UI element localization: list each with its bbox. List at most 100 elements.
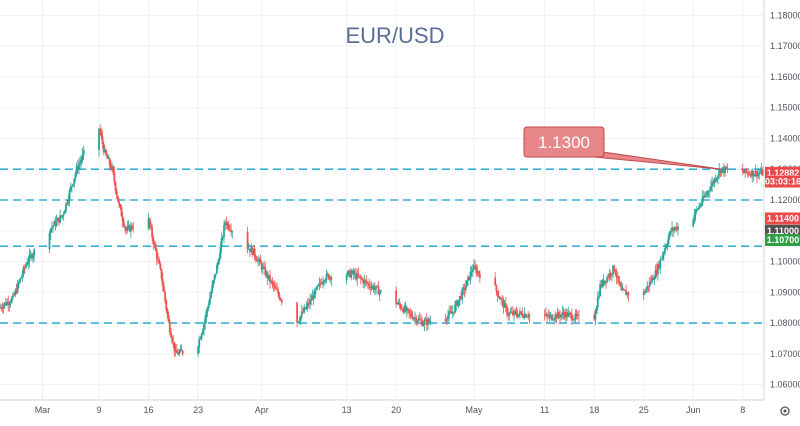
candle: [560, 314, 563, 321]
candle: [351, 269, 354, 275]
candle: [378, 289, 381, 301]
callout-box: [523, 126, 605, 158]
candle: [447, 309, 449, 323]
candle: [357, 267, 360, 278]
candle: [508, 311, 511, 321]
candle: [80, 156, 83, 167]
y-tick-label: 1.18000: [770, 10, 800, 20]
candle: [522, 314, 525, 319]
candle: [118, 198, 120, 209]
candle: [756, 170, 758, 183]
candle: [204, 314, 207, 330]
candle: [113, 166, 116, 187]
candle: [178, 349, 181, 357]
candle: [660, 258, 663, 260]
candle: [602, 274, 605, 288]
candle: [219, 241, 222, 260]
candle: [646, 281, 649, 293]
candle: [82, 145, 85, 160]
candle: [279, 297, 282, 302]
candle: [450, 305, 453, 314]
candle: [642, 288, 645, 301]
candle: [50, 221, 53, 233]
price-tag: 1.11000: [765, 224, 800, 237]
candle: [611, 273, 613, 282]
candle: [659, 256, 662, 274]
candle: [305, 301, 308, 311]
candle: [752, 170, 755, 182]
candle: [260, 261, 263, 273]
candle: [527, 310, 530, 321]
candle: [8, 300, 11, 312]
candle: [760, 163, 763, 176]
candle: [649, 275, 652, 285]
candle: [262, 262, 264, 275]
candle: [750, 169, 752, 179]
candle: [366, 281, 369, 290]
candle: [468, 276, 471, 282]
candle: [2, 303, 5, 314]
candle: [698, 202, 701, 210]
candle: [362, 277, 365, 288]
candle: [668, 230, 671, 240]
candle: [748, 170, 751, 176]
candle: [316, 285, 319, 291]
candles[interactable]: [0, 124, 764, 358]
x-tick-label: 8: [740, 405, 745, 415]
candle: [15, 283, 18, 295]
candle: [26, 258, 29, 266]
candle: [125, 226, 128, 236]
candle: [216, 262, 218, 274]
candle: [150, 220, 152, 230]
candle: [273, 280, 276, 292]
candle: [59, 209, 62, 224]
candle: [105, 148, 108, 157]
candle: [356, 269, 359, 286]
candle: [249, 248, 251, 258]
candle: [324, 277, 327, 284]
candle: [409, 307, 412, 320]
candle: [410, 309, 413, 319]
candle: [645, 287, 647, 294]
candle: [403, 303, 406, 314]
candle: [454, 300, 456, 314]
candle: [594, 309, 597, 325]
candle: [448, 305, 451, 322]
candle: [201, 327, 204, 335]
candle: [14, 287, 17, 298]
candle: [548, 311, 551, 322]
candle: [477, 270, 480, 277]
chart-title: EUR/USD: [345, 23, 444, 48]
candle: [528, 313, 531, 324]
candle: [63, 209, 66, 214]
candle: [300, 305, 303, 319]
candle: [161, 272, 164, 292]
candle: [543, 309, 546, 321]
candle: [363, 274, 366, 289]
candle: [98, 128, 100, 157]
candle: [515, 306, 518, 319]
gear-icon[interactable]: [780, 406, 790, 416]
candle: [547, 308, 550, 320]
candle: [460, 291, 462, 301]
candle: [475, 263, 478, 278]
x-tick-label: 23: [193, 405, 203, 415]
candle: [111, 162, 113, 172]
candle: [747, 169, 750, 178]
candle: [214, 273, 217, 278]
candle: [593, 310, 596, 322]
candle: [4, 298, 7, 307]
candle: [167, 311, 170, 323]
candle: [211, 280, 214, 294]
candle: [221, 234, 224, 241]
candle: [0, 303, 3, 312]
candle: [619, 281, 622, 287]
x-tick-label: 9: [97, 405, 102, 415]
x-tick-label: Jun: [686, 405, 701, 415]
candle: [67, 194, 70, 207]
candle: [451, 305, 454, 319]
candle: [128, 224, 131, 233]
candle: [250, 242, 253, 253]
